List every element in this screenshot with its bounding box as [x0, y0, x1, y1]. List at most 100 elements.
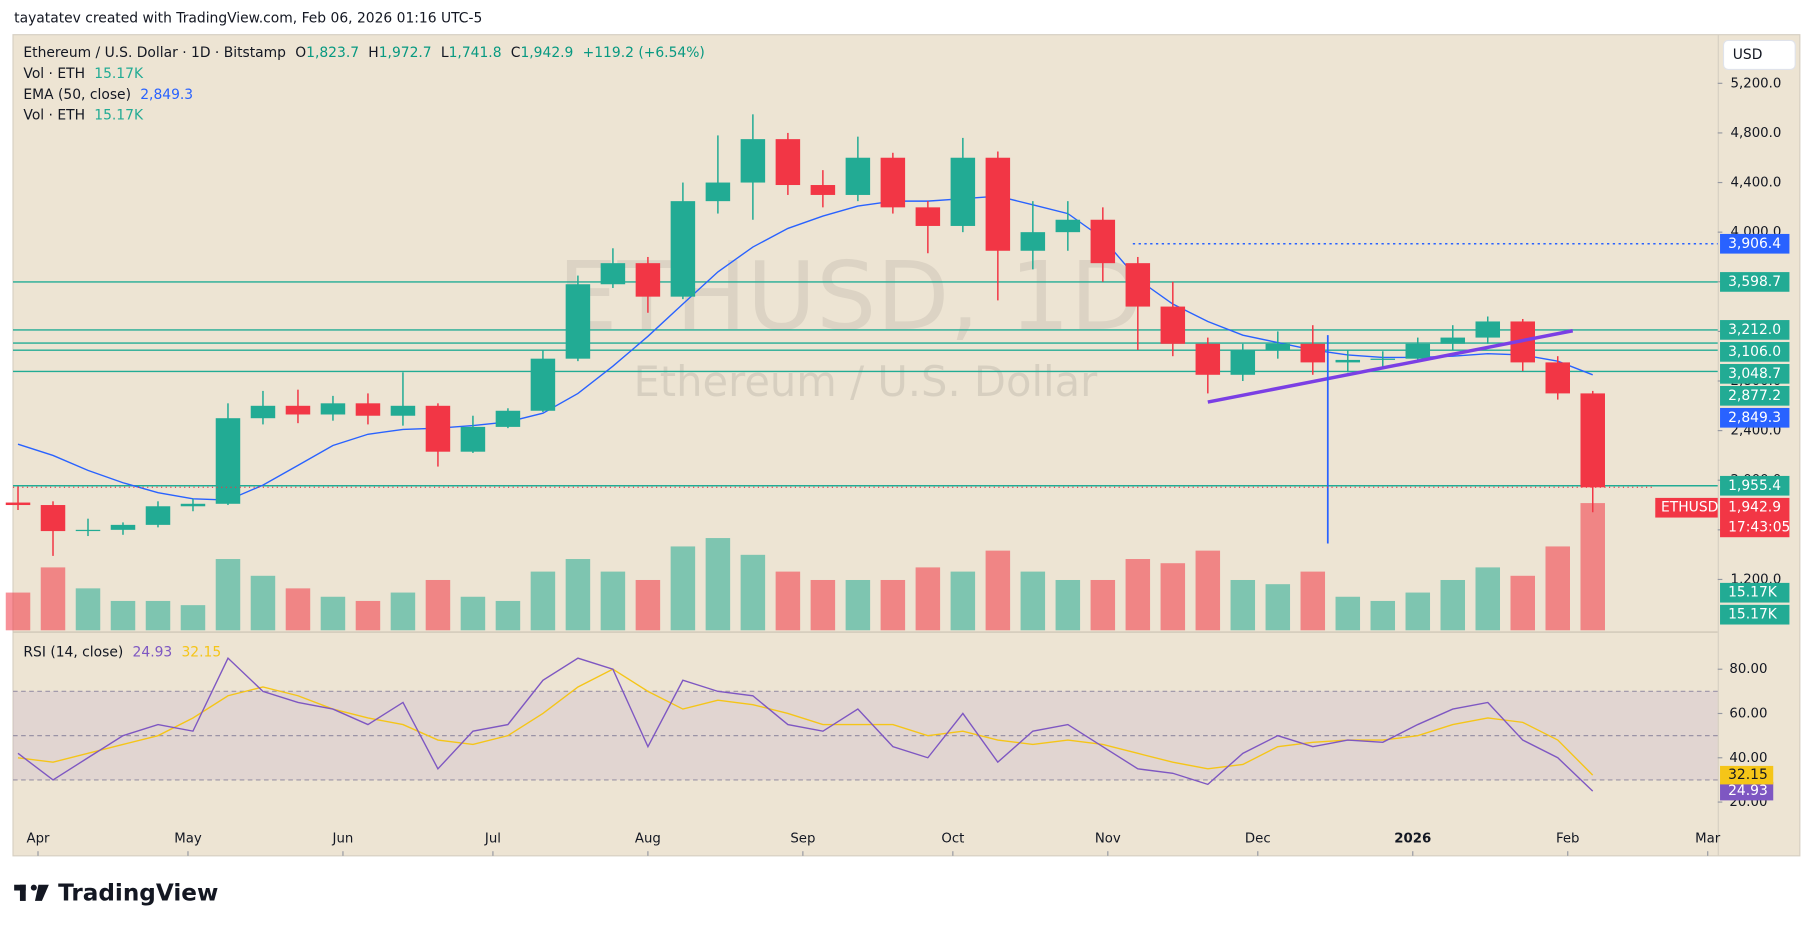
y-tick-label: 5,200.0 [1731, 76, 1782, 91]
volume-bar [1300, 571, 1326, 631]
volume-bar [180, 605, 206, 631]
ohlc-key: O [295, 45, 306, 61]
candle-body [1125, 263, 1151, 307]
trendline [1207, 329, 1574, 404]
ohlc-key: L [441, 45, 449, 61]
x-tick-label: Jun [332, 831, 354, 846]
volume-bar [75, 588, 101, 631]
volume-bar [250, 575, 276, 631]
price-tag [1720, 364, 1790, 384]
currency-label[interactable]: USD [1733, 47, 1763, 63]
rsi-tick-label: 40.00 [1729, 751, 1767, 766]
ohlc-value: 1,942.9 [520, 45, 573, 61]
candle-body [355, 403, 381, 416]
volume-bar [1160, 563, 1186, 631]
candle-body [40, 505, 66, 532]
candle-body [495, 410, 521, 427]
price-tag [1720, 497, 1790, 538]
volume-bar [1475, 567, 1501, 631]
candle-body [985, 157, 1011, 251]
price-tag-label: 3,106.0 [1728, 344, 1781, 360]
symbol-tag-label: ETHUSD [1661, 500, 1718, 516]
x-tick-label: Apr [26, 831, 50, 846]
volume-bar [740, 554, 766, 631]
volume-bar [565, 559, 591, 631]
logo: TradingView [14, 880, 218, 906]
ohlc-key: C [511, 45, 521, 61]
price-tag [1720, 385, 1790, 406]
rsi-ma-line [17, 668, 1594, 776]
candle-body [565, 284, 591, 359]
volume-bar [705, 538, 731, 631]
rsi-tag [1720, 765, 1774, 785]
volume-bar [1545, 546, 1570, 631]
symbol: Ethereum / U.S. Dollar · 1D · Bitstamp [23, 45, 286, 61]
volume-tag-label: 15.17K [1728, 607, 1778, 623]
x-tick-label: Oct [941, 831, 964, 846]
candle-body [250, 405, 276, 419]
x-tick-label: Sep [790, 831, 815, 846]
price-tag [1720, 407, 1790, 428]
candle-body [1230, 349, 1256, 375]
rsi-value: 24.93 [133, 644, 173, 660]
candle-body [1300, 343, 1326, 363]
volume-value: 15.17K [94, 66, 144, 82]
x-tick-label: Nov [1095, 831, 1121, 846]
volume-bar [110, 600, 136, 631]
watermark-subtitle: Ethereum / U.S. Dollar [634, 357, 1099, 406]
volume-value: 15.17K [94, 108, 144, 124]
volume-name: Vol · ETH [23, 66, 85, 82]
candle-body [1405, 343, 1431, 359]
logo-icon [30, 884, 37, 891]
candle-body [1160, 306, 1186, 344]
candle-body [1440, 337, 1466, 344]
logo-text: TradingView [58, 880, 218, 906]
price-tag-label: 2,877.2 [1728, 388, 1781, 404]
volume-bar [1230, 579, 1256, 631]
legend-volume: Vol · ETH 15.17K [23, 66, 144, 82]
change: +119.2 (+6.54%) [583, 45, 705, 61]
volume-bar [1440, 579, 1466, 631]
candle-body [180, 503, 206, 507]
y-tick-label: 4,800.0 [1731, 126, 1782, 141]
ohlc-value: 1,741.8 [449, 45, 502, 61]
currency-button-bg[interactable] [1722, 39, 1796, 70]
ohlc-value: 1,823.7 [306, 45, 359, 61]
price-tag-label: 2,849.3 [1728, 410, 1781, 426]
x-tick-label: Dec [1245, 831, 1271, 846]
legend: Ethereum / U.S. Dollar · 1D · Bitstamp O1… [23, 45, 704, 660]
rsi-line [17, 657, 1594, 792]
volume-bar [145, 600, 171, 631]
candle-body [740, 139, 766, 183]
watermark-title: ETHUSD, 1D [558, 242, 1143, 352]
candle-body [1020, 232, 1046, 251]
candle-body [670, 201, 696, 297]
volume-bar [1055, 579, 1081, 631]
candle-body [5, 502, 31, 506]
volume-bar [285, 588, 311, 631]
volume-bar [845, 579, 871, 631]
volume-bar [355, 600, 381, 631]
volume-tag [1720, 604, 1790, 625]
candle-body [1335, 359, 1361, 363]
candle-body [705, 182, 731, 202]
volume-name: Vol · ETH [23, 108, 85, 124]
chart-panel [12, 34, 1801, 857]
volume-bar [880, 579, 906, 631]
candle-body [845, 157, 871, 195]
volume-bar [495, 600, 521, 631]
ema-value: 2,849.3 [140, 87, 193, 103]
currency-button[interactable]: USD [1722, 39, 1796, 70]
candle-body [530, 358, 556, 411]
candle-body [215, 418, 241, 504]
legend-volume: Vol · ETH 15.17K [23, 108, 144, 124]
volume-bar [1125, 559, 1151, 631]
volume-bar [1265, 584, 1291, 631]
rsi-tick-label: 80.00 [1729, 662, 1767, 677]
plot: 1,200.01,600.02,000.02,400.02,800.03,200… [5, 76, 1790, 856]
logo-icon [34, 884, 49, 901]
volume-bar [1195, 550, 1221, 631]
price-tag [1720, 233, 1790, 254]
price-tag [1720, 272, 1790, 292]
